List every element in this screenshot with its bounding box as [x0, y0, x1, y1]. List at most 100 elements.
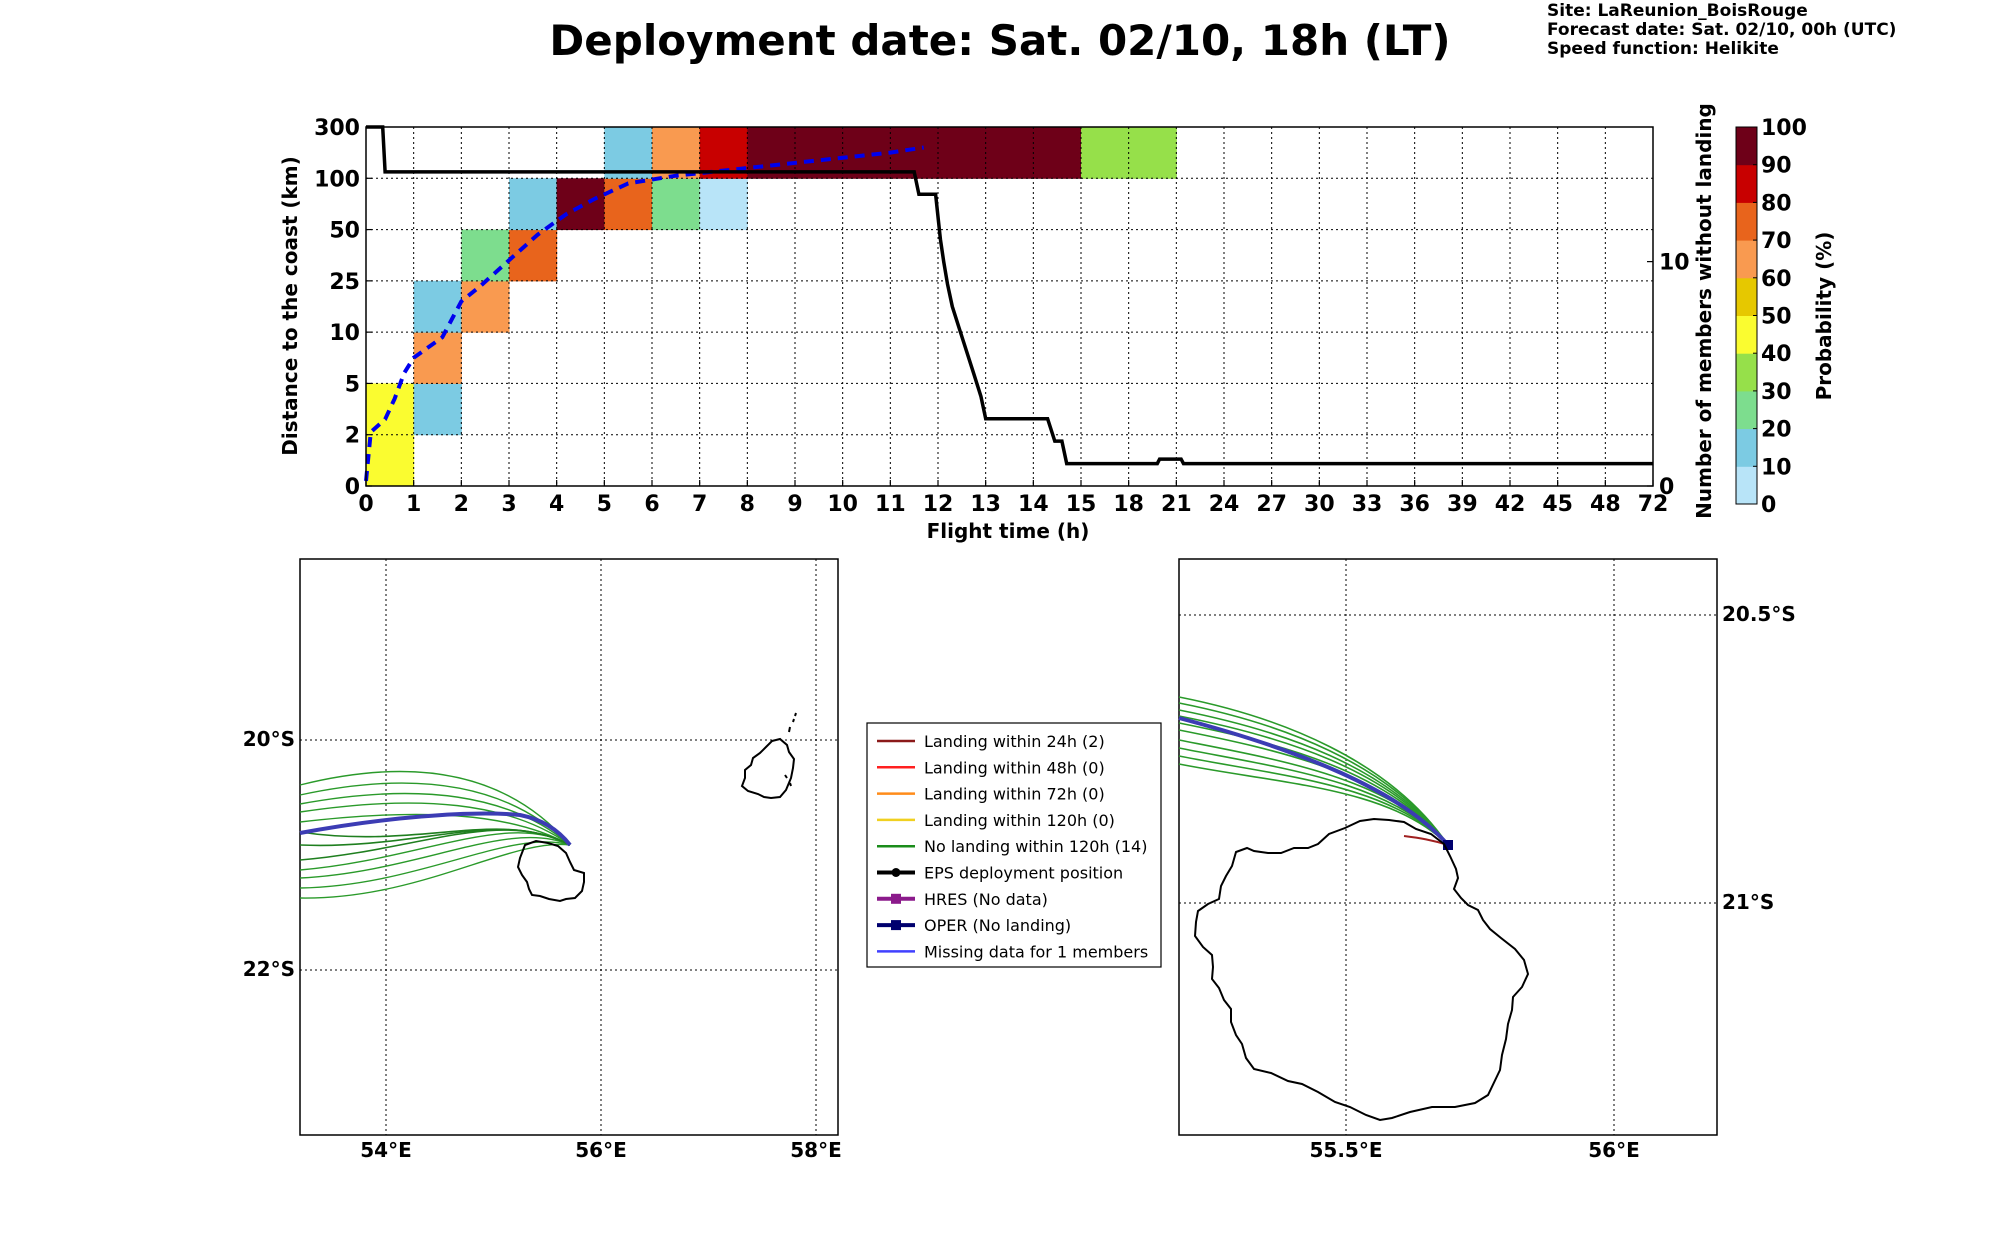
legend-item: No landing within 120h (14): [877, 837, 1147, 856]
x-tick-label: 5: [597, 492, 612, 517]
ensemble-trajectory: [299, 770, 571, 846]
y-axis-label: Distance to the coast (km): [278, 156, 302, 456]
x-tick-label: 27: [1256, 492, 1287, 517]
legend-item: Landing within 24h (2): [877, 732, 1105, 751]
colorbar-segment: [1736, 428, 1757, 467]
legend-label: HRES (No data): [924, 890, 1048, 909]
zoomed-map-x-tick: 56°E: [1588, 1138, 1640, 1162]
site-label: Site: LaReunion_BoisRouge: [1547, 1, 1808, 21]
colorbar-tick-label: 90: [1761, 154, 1792, 179]
legend-items: Landing within 24h (2) Landing within 48h…: [877, 732, 1148, 961]
probability-cell: [461, 280, 510, 333]
regional-map-x-tick: 56°E: [575, 1138, 627, 1162]
probability-cell: [699, 178, 748, 231]
colorbar-segment: [1736, 390, 1757, 430]
probability-chart: 0 1 2 3 4 5 6 7 8 9 10 11 12 13 14 15 18 21 24 27 30 33 36 39 42…: [278, 103, 1716, 543]
x-tick-label: 9: [787, 492, 802, 517]
x-tick-labels: 0 1 2 3 4 5 6 7 8 9 10 11 12 13 14 15 18 21 24 27 30 33 36 39 42…: [358, 480, 1668, 517]
legend-item: EPS deployment position: [877, 864, 1123, 883]
colorbar-tick-label: 50: [1761, 305, 1792, 330]
regional-map-x-tick: 58°E: [790, 1138, 842, 1162]
colorbar-tick-label: 0: [1761, 493, 1776, 518]
zoomed-map: 55.5°E 56°E 20.5°S 21°S: [1178, 558, 1796, 1162]
ensemble-trajectory: [1178, 715, 1449, 846]
legend-label: Missing data for 1 members: [924, 942, 1148, 961]
probability-cell: [938, 127, 987, 179]
x-tick-label: 39: [1447, 492, 1478, 517]
oper-trajectory: [1178, 716, 1450, 847]
zoomed-map-y-tick: 21°S: [1722, 890, 1774, 914]
colorbar-segment: [1736, 353, 1757, 392]
chart-frame: [365, 126, 1654, 487]
legend-label: Landing within 24h (2): [924, 732, 1105, 751]
probability-cell: [413, 383, 462, 436]
probability-cell: [652, 178, 701, 231]
regional-map: 54°E 56°E 58°E 20°S 22°S: [243, 558, 842, 1162]
legend-label: OPER (No landing): [924, 916, 1071, 935]
y-tick-label: 2: [345, 424, 360, 449]
regional-trajectories: [299, 770, 572, 899]
regional-map-x-tick: 54°E: [360, 1138, 412, 1162]
regional-map-frame: [299, 558, 839, 1136]
colorbar-segment: [1736, 164, 1757, 203]
x-tick-label: 3: [501, 492, 516, 517]
zoomed-trajectories: [1178, 696, 1453, 850]
x-tick-label: 36: [1399, 492, 1430, 517]
probability-cell: [1128, 127, 1177, 179]
forecast-info: Site: LaReunion_BoisRouge Forecast date:…: [1547, 2, 1896, 59]
legend-item: Landing within 48h (0): [877, 758, 1105, 777]
y-tick-label: 10: [329, 321, 360, 346]
colorbar-segment: [1736, 127, 1757, 166]
colorbar-segment: [1736, 315, 1757, 354]
probability-cell: [1081, 127, 1130, 179]
x-tick-label: 4: [549, 492, 564, 517]
y2-axis-label: Number of members without landing: [1692, 103, 1716, 519]
members-without-landing-line: [366, 125, 1653, 466]
legend-marker: [891, 893, 901, 904]
colorbar-segments: [1736, 127, 1757, 505]
colorbar-tick-labels: 0 10 20 30 40 50 60 70 80 90 100: [1753, 116, 1807, 518]
x-tick-label: 14: [1018, 492, 1049, 517]
probability-cell: [413, 332, 462, 384]
x-tick-label: 10: [827, 492, 858, 517]
legend-item: Landing within 120h (0): [877, 811, 1115, 830]
x-tick-label: 2: [454, 492, 469, 517]
x-tick-label: 12: [923, 492, 954, 517]
legend-label: Landing within 120h (0): [924, 811, 1115, 830]
legend-item: HRES (No data): [877, 890, 1048, 909]
legend-label: Landing within 72h (0): [924, 785, 1105, 804]
colorbar-tick-label: 30: [1761, 380, 1792, 405]
ensemble-trajectory: [299, 829, 571, 861]
x-tick-label: 24: [1209, 492, 1240, 517]
y2-tick-label: 0: [1659, 475, 1674, 500]
mauritius-coast-detail: [784, 774, 792, 787]
median-distance-line: [364, 145, 925, 482]
deployment-position-marker: [1443, 840, 1453, 850]
ensemble-trajectory: [299, 843, 571, 899]
colorbar-segment: [1736, 466, 1757, 505]
y2-tick-labels: 0 10: [1647, 251, 1690, 500]
colorbar-segment: [1736, 202, 1757, 241]
probability-cell: [985, 127, 1034, 179]
colorbar-tick-label: 100: [1761, 116, 1807, 141]
colorbar-tick-label: 60: [1761, 267, 1792, 292]
x-axis-label: Flight time (h): [927, 519, 1090, 543]
x-tick-label: 8: [740, 492, 755, 517]
y-tick-label: 300: [314, 116, 360, 141]
x-tick-label: 48: [1590, 492, 1621, 517]
y-tick-label: 50: [329, 219, 360, 244]
x-tick-label: 72: [1638, 492, 1669, 517]
x-tick-label: 30: [1304, 492, 1335, 517]
probability-cell: [1033, 127, 1082, 179]
x-tick-label: 1: [406, 492, 421, 517]
x-tick-label: 0: [358, 492, 373, 517]
legend-marker: [891, 868, 901, 877]
mauritius-coastline: [740, 737, 796, 800]
regional-map-y-tick: 22°S: [243, 957, 295, 981]
ensemble-trajectory: [299, 792, 571, 846]
colorbar-segment: [1736, 277, 1757, 316]
zoomed-map-x-tick: 55.5°E: [1309, 1138, 1382, 1162]
colorbar-tick-label: 70: [1761, 229, 1792, 254]
legend-frame: [866, 722, 1162, 968]
